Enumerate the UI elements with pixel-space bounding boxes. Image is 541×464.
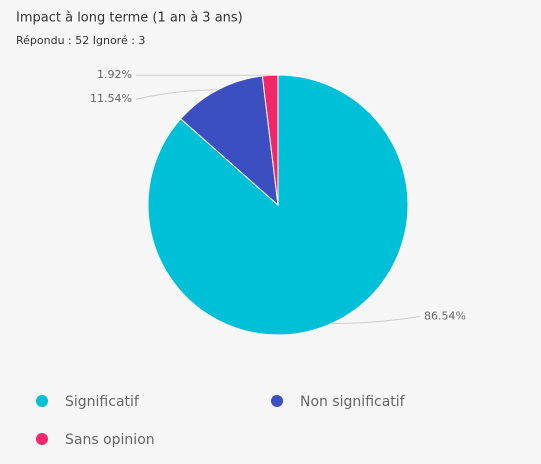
- data-label: 11.54%: [90, 92, 132, 105]
- data-label: 1.92%: [97, 68, 132, 81]
- chart-subtitle: Répondu : 52 Ignoré : 3: [16, 34, 145, 47]
- pie-slice: [147, 74, 409, 336]
- chart-title: Impact à long terme (1 an à 3 ans): [16, 11, 243, 26]
- legend-marker: [36, 433, 48, 445]
- legend-marker: [271, 395, 283, 407]
- legend-marker: [36, 395, 48, 407]
- data-label: 86.54%: [424, 310, 466, 323]
- legend-label: Non significatif: [300, 394, 406, 410]
- legend-label: Significatif: [65, 394, 140, 410]
- leader-line: [135, 89, 218, 100]
- leader-line: [331, 316, 421, 325]
- legend-label: Sans opinion: [65, 432, 155, 448]
